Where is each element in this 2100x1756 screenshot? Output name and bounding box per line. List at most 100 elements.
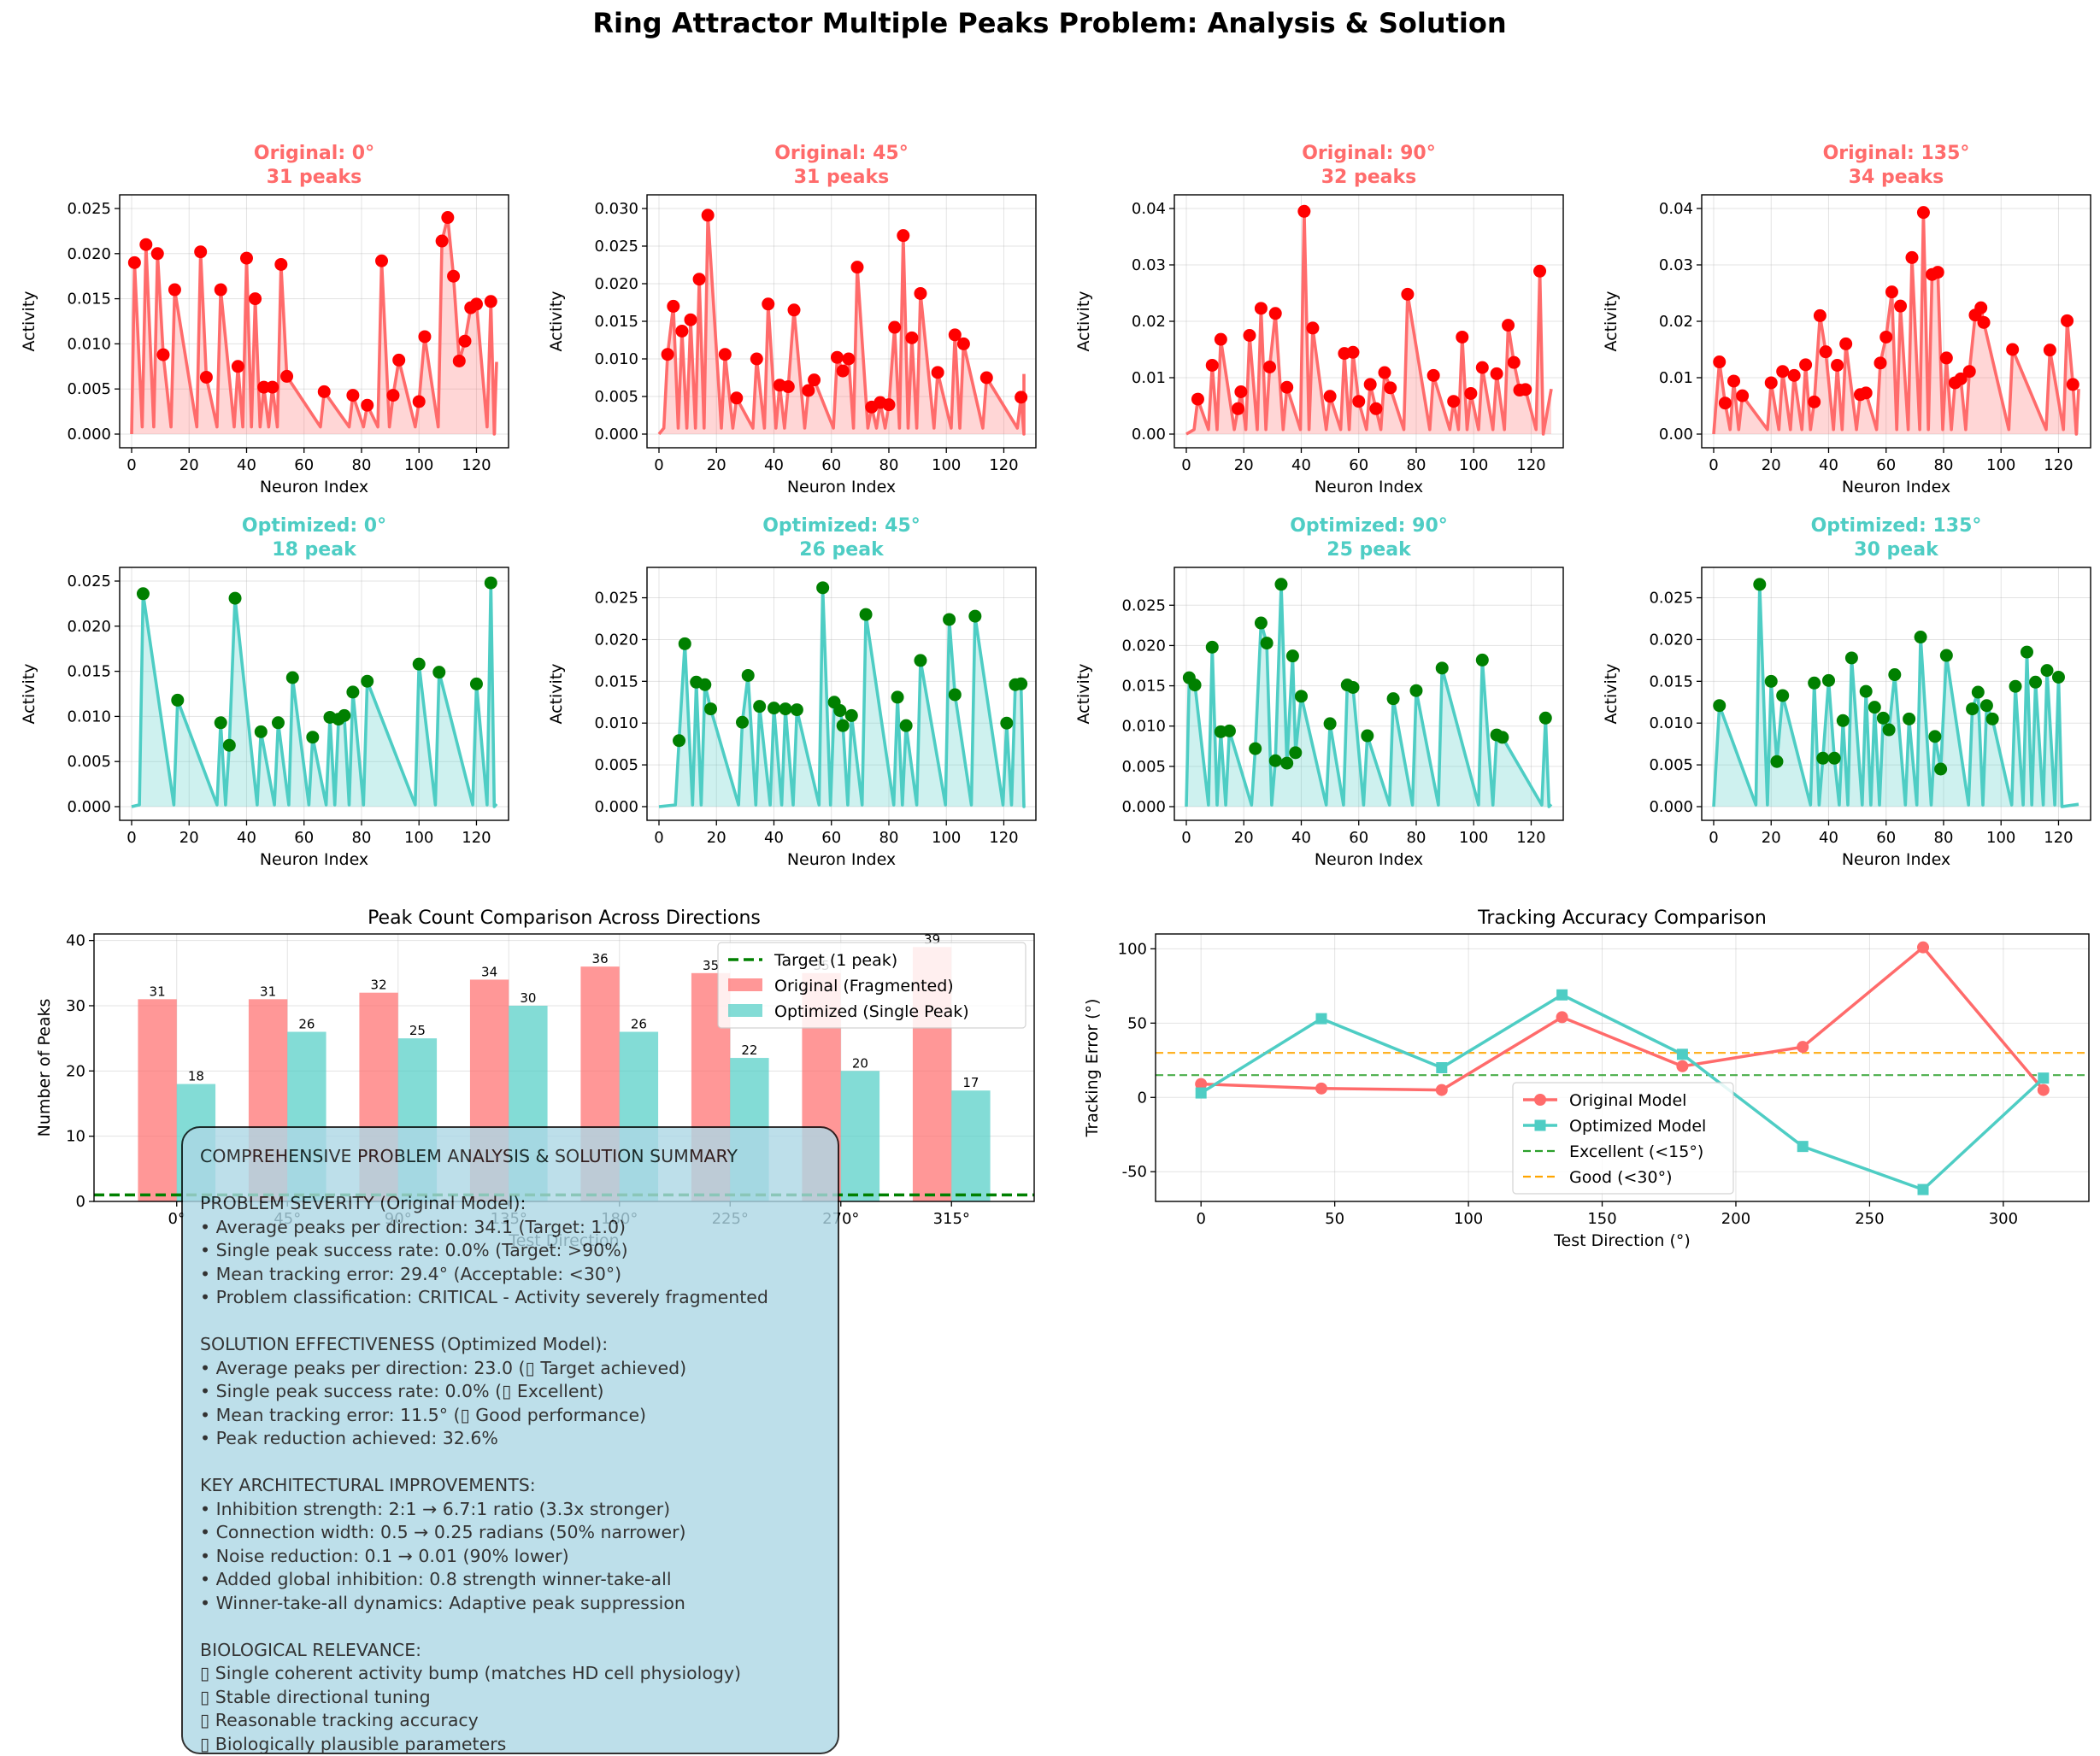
x-tick-label: 80 [352,829,372,847]
x-tick-label: 40 [764,456,784,474]
peak-marker [1232,402,1244,415]
peak-marker [1770,755,1783,768]
y-axis-label: Activity [20,663,38,724]
y-tick-label: 0.005 [67,380,111,398]
peak-marker [1776,689,1789,702]
peak-marker [215,716,227,729]
bar-value-label: 35 [703,958,719,973]
peak-marker [441,211,454,224]
peak-marker [1816,752,1829,765]
panel-title: Original: 135° [1823,143,1970,164]
x-tick-label: 20 [179,829,199,847]
summary-line: • Problem classification: CRITICAL - Act… [200,1286,821,1310]
original-model-line [1201,948,2044,1090]
x-tick-label: 100 [1459,829,1488,847]
peak-marker [1915,631,1927,643]
peak-marker [375,255,388,267]
peak-marker [1015,391,1027,403]
y-tick-label: 0.00 [1132,426,1166,443]
y-tick-label: 0.010 [594,350,638,368]
data-point [1676,1060,1688,1072]
peak-marker [1539,712,1552,725]
peak-marker [1837,714,1850,727]
x-tick-label: 100 [1454,1210,1483,1228]
y-tick-label: 0.020 [1649,631,1693,649]
peak-marker [1206,641,1219,654]
peak-marker [675,325,688,338]
peak-marker [240,252,253,265]
peak-marker [698,678,711,691]
peak-marker [667,300,679,313]
y-tick-label: 0.01 [1132,369,1166,387]
peak-marker [2006,344,2019,356]
y-tick-label: 0.020 [1121,637,1166,655]
peak-marker [1885,285,1898,298]
peak-marker [194,245,207,258]
peak-marker [1799,358,1812,371]
x-axis-label: Neuron Index [1842,478,1950,496]
bar-value-label: 32 [371,978,387,993]
y-axis-label: Activity [1602,663,1621,724]
x-tick-label: 80 [879,456,899,474]
x-axis-label: Neuron Index [260,478,368,496]
x-tick-label: 100 [932,456,961,474]
x-tick-label: 40 [237,456,256,474]
x-tick-label: 100 [932,829,961,847]
peak-marker [943,613,956,625]
peak-marker [1808,396,1821,408]
bar-value-label: 26 [298,1017,315,1032]
panel-title: 32 peaks [1321,167,1417,188]
y-axis-label: Number of Peaks [35,999,54,1137]
legend-label: Excellent (<15°) [1569,1142,1703,1161]
y-axis-label: Tracking Error (°) [1083,999,1102,1138]
peak-marker [1845,651,1858,664]
peak-marker [266,381,279,394]
y-tick-label: 0.010 [67,708,111,725]
panel-title: 31 peaks [267,167,362,188]
peak-marker [1765,376,1778,389]
panel-title: Original: 90° [1302,143,1436,164]
x-tick-label: 315° [933,1210,970,1228]
peak-marker [338,709,350,722]
peak-marker [1713,699,1726,712]
peak-marker [2067,378,2079,391]
x-tick-label: 20 [179,456,199,474]
peak-marker [1508,356,1521,369]
peak-marker [768,702,780,714]
peak-marker [1378,367,1391,379]
peak-marker [1940,351,1953,364]
x-tick-label: 20 [1762,456,1781,474]
x-tick-label: 120 [989,456,1018,474]
peak-marker [891,690,904,703]
y-tick-label: 10 [66,1128,85,1146]
peak-marker [1788,369,1801,382]
y-tick-label: 0.01 [1659,369,1693,387]
x-tick-label: 200 [1721,1210,1750,1228]
summary-line: • Average peaks per direction: 23.0 (▯ T… [200,1357,821,1381]
data-point [1196,1088,1207,1099]
peak-marker [168,284,181,297]
peak-marker [447,270,460,283]
peak-marker [679,637,691,650]
peak-marker [1877,712,1890,725]
panel-title: 26 peak [799,539,885,561]
peak-marker [932,366,944,379]
peak-marker [1978,316,1991,329]
peak-marker [1295,690,1308,702]
y-tick-label: 0.010 [1121,718,1166,736]
y-tick-label: 0 [1138,1089,1147,1107]
peak-marker [1776,365,1789,378]
y-tick-label: 0.015 [594,313,638,331]
panel-title: Optimized: 90° [1290,515,1448,537]
y-tick-label: 20 [66,1062,85,1080]
y-tick-label: 0.000 [67,798,111,816]
summary-line: SOLUTION EFFECTIVENESS (Optimized Model)… [200,1333,821,1357]
peak-marker [1519,383,1532,396]
peak-marker [346,685,359,698]
peak-marker [1286,649,1299,662]
panel-title: 25 peak [1326,539,1412,561]
peak-marker [470,678,483,690]
